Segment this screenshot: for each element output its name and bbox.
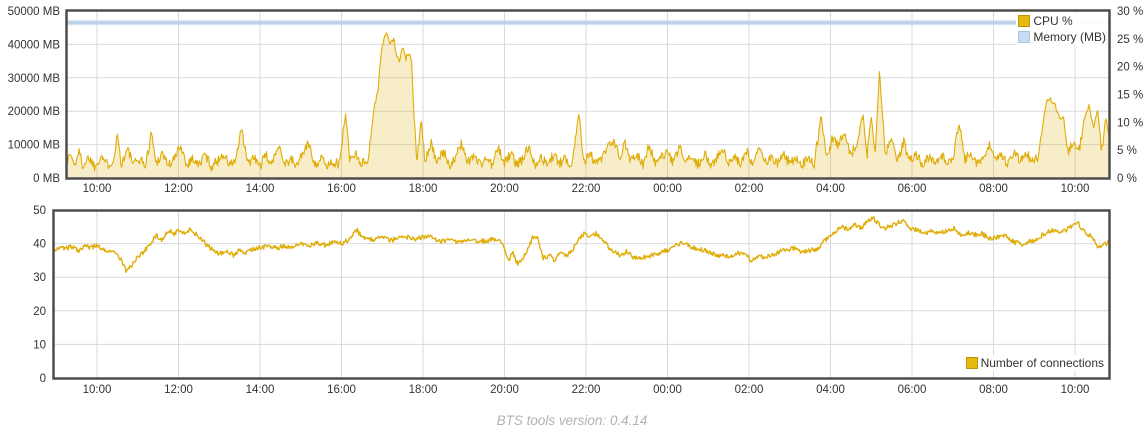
svg-text:20:00: 20:00 xyxy=(490,183,519,195)
svg-text:20: 20 xyxy=(33,306,46,318)
svg-text:5 %: 5 % xyxy=(1117,145,1137,157)
svg-text:12:00: 12:00 xyxy=(164,384,193,396)
legend-item-connections: Number of connections xyxy=(965,356,1104,370)
svg-text:08:00: 08:00 xyxy=(979,183,1008,195)
svg-text:0 MB: 0 MB xyxy=(33,173,60,185)
svg-text:04:00: 04:00 xyxy=(816,384,845,396)
memory-series xyxy=(66,20,1110,26)
svg-text:10:00: 10:00 xyxy=(83,183,112,195)
svg-text:00:00: 00:00 xyxy=(653,384,682,396)
svg-text:00:00: 00:00 xyxy=(653,183,682,195)
legend-label-cpu: CPU % xyxy=(1033,14,1073,28)
svg-text:08:00: 08:00 xyxy=(979,384,1008,396)
connections-legend: Number of connections xyxy=(963,355,1106,371)
svg-text:06:00: 06:00 xyxy=(898,384,927,396)
legend-item-memory: Memory (MB) xyxy=(1018,30,1106,44)
svg-text:10:00: 10:00 xyxy=(1061,384,1090,396)
cpu-series-swatch-icon xyxy=(1018,15,1031,27)
svg-text:22:00: 22:00 xyxy=(572,183,601,195)
plot-border xyxy=(52,209,1111,380)
svg-text:20:00: 20:00 xyxy=(490,384,519,396)
svg-text:50: 50 xyxy=(33,205,46,217)
version-footer: BTS tools version: 0.4.14 xyxy=(496,413,648,428)
axis-tick-labels: 0 10 20 30 40 50 10:00 12:00 14:00 16:00 18:00 20:0… xyxy=(33,205,1089,396)
legend-label-connections: Number of connections xyxy=(980,356,1104,370)
cpu-memory-chart-canvas: 0 MB 10000 MB 20000 MB 30000 MB 40000 MB 5000… xyxy=(8,6,1144,195)
grid xyxy=(66,10,1110,179)
svg-text:25 %: 25 % xyxy=(1117,34,1143,46)
svg-text:10000 MB: 10000 MB xyxy=(8,140,61,152)
legend-label-memory: Memory (MB) xyxy=(1033,30,1106,44)
memory-series-swatch-icon xyxy=(1018,31,1031,43)
svg-text:18:00: 18:00 xyxy=(409,384,438,396)
svg-text:30000 MB: 30000 MB xyxy=(8,73,61,85)
svg-text:30: 30 xyxy=(33,272,46,284)
grid xyxy=(53,210,1110,379)
svg-text:50000 MB: 50000 MB xyxy=(8,6,61,18)
connections-series xyxy=(53,216,1109,273)
axis-tick-labels: 0 MB 10000 MB 20000 MB 30000 MB 40000 MB 5000… xyxy=(8,6,1144,195)
svg-text:40000 MB: 40000 MB xyxy=(8,39,61,51)
svg-text:02:00: 02:00 xyxy=(735,183,764,195)
svg-text:16:00: 16:00 xyxy=(327,183,356,195)
svg-text:0 %: 0 % xyxy=(1117,173,1137,185)
svg-text:0: 0 xyxy=(40,373,46,385)
svg-text:10: 10 xyxy=(33,339,46,351)
svg-text:10 %: 10 % xyxy=(1117,117,1143,129)
svg-text:02:00: 02:00 xyxy=(735,384,764,396)
svg-text:20 %: 20 % xyxy=(1117,62,1143,74)
svg-text:10:00: 10:00 xyxy=(83,384,112,396)
svg-text:30 %: 30 % xyxy=(1117,6,1143,18)
plot-border xyxy=(65,9,1111,180)
svg-text:20000 MB: 20000 MB xyxy=(8,106,61,118)
cpu-series xyxy=(66,32,1110,178)
svg-text:16:00: 16:00 xyxy=(327,384,356,396)
svg-text:14:00: 14:00 xyxy=(246,183,275,195)
svg-text:40: 40 xyxy=(33,239,46,251)
svg-text:06:00: 06:00 xyxy=(898,183,927,195)
svg-text:10:00: 10:00 xyxy=(1061,183,1090,195)
svg-text:22:00: 22:00 xyxy=(572,384,601,396)
svg-text:04:00: 04:00 xyxy=(816,183,845,195)
svg-text:12:00: 12:00 xyxy=(164,183,193,195)
legend-item-cpu: CPU % xyxy=(1018,14,1106,28)
cpu-memory-legend: CPU % Memory (MB) xyxy=(1016,13,1108,45)
svg-text:18:00: 18:00 xyxy=(409,183,438,195)
connections-series-swatch-icon xyxy=(965,357,978,369)
connections-chart-canvas: 0 10 20 30 40 50 10:00 12:00 14:00 16:00 18:00 20:0… xyxy=(33,205,1111,396)
svg-text:15 %: 15 % xyxy=(1117,90,1143,102)
svg-text:14:00: 14:00 xyxy=(246,384,275,396)
